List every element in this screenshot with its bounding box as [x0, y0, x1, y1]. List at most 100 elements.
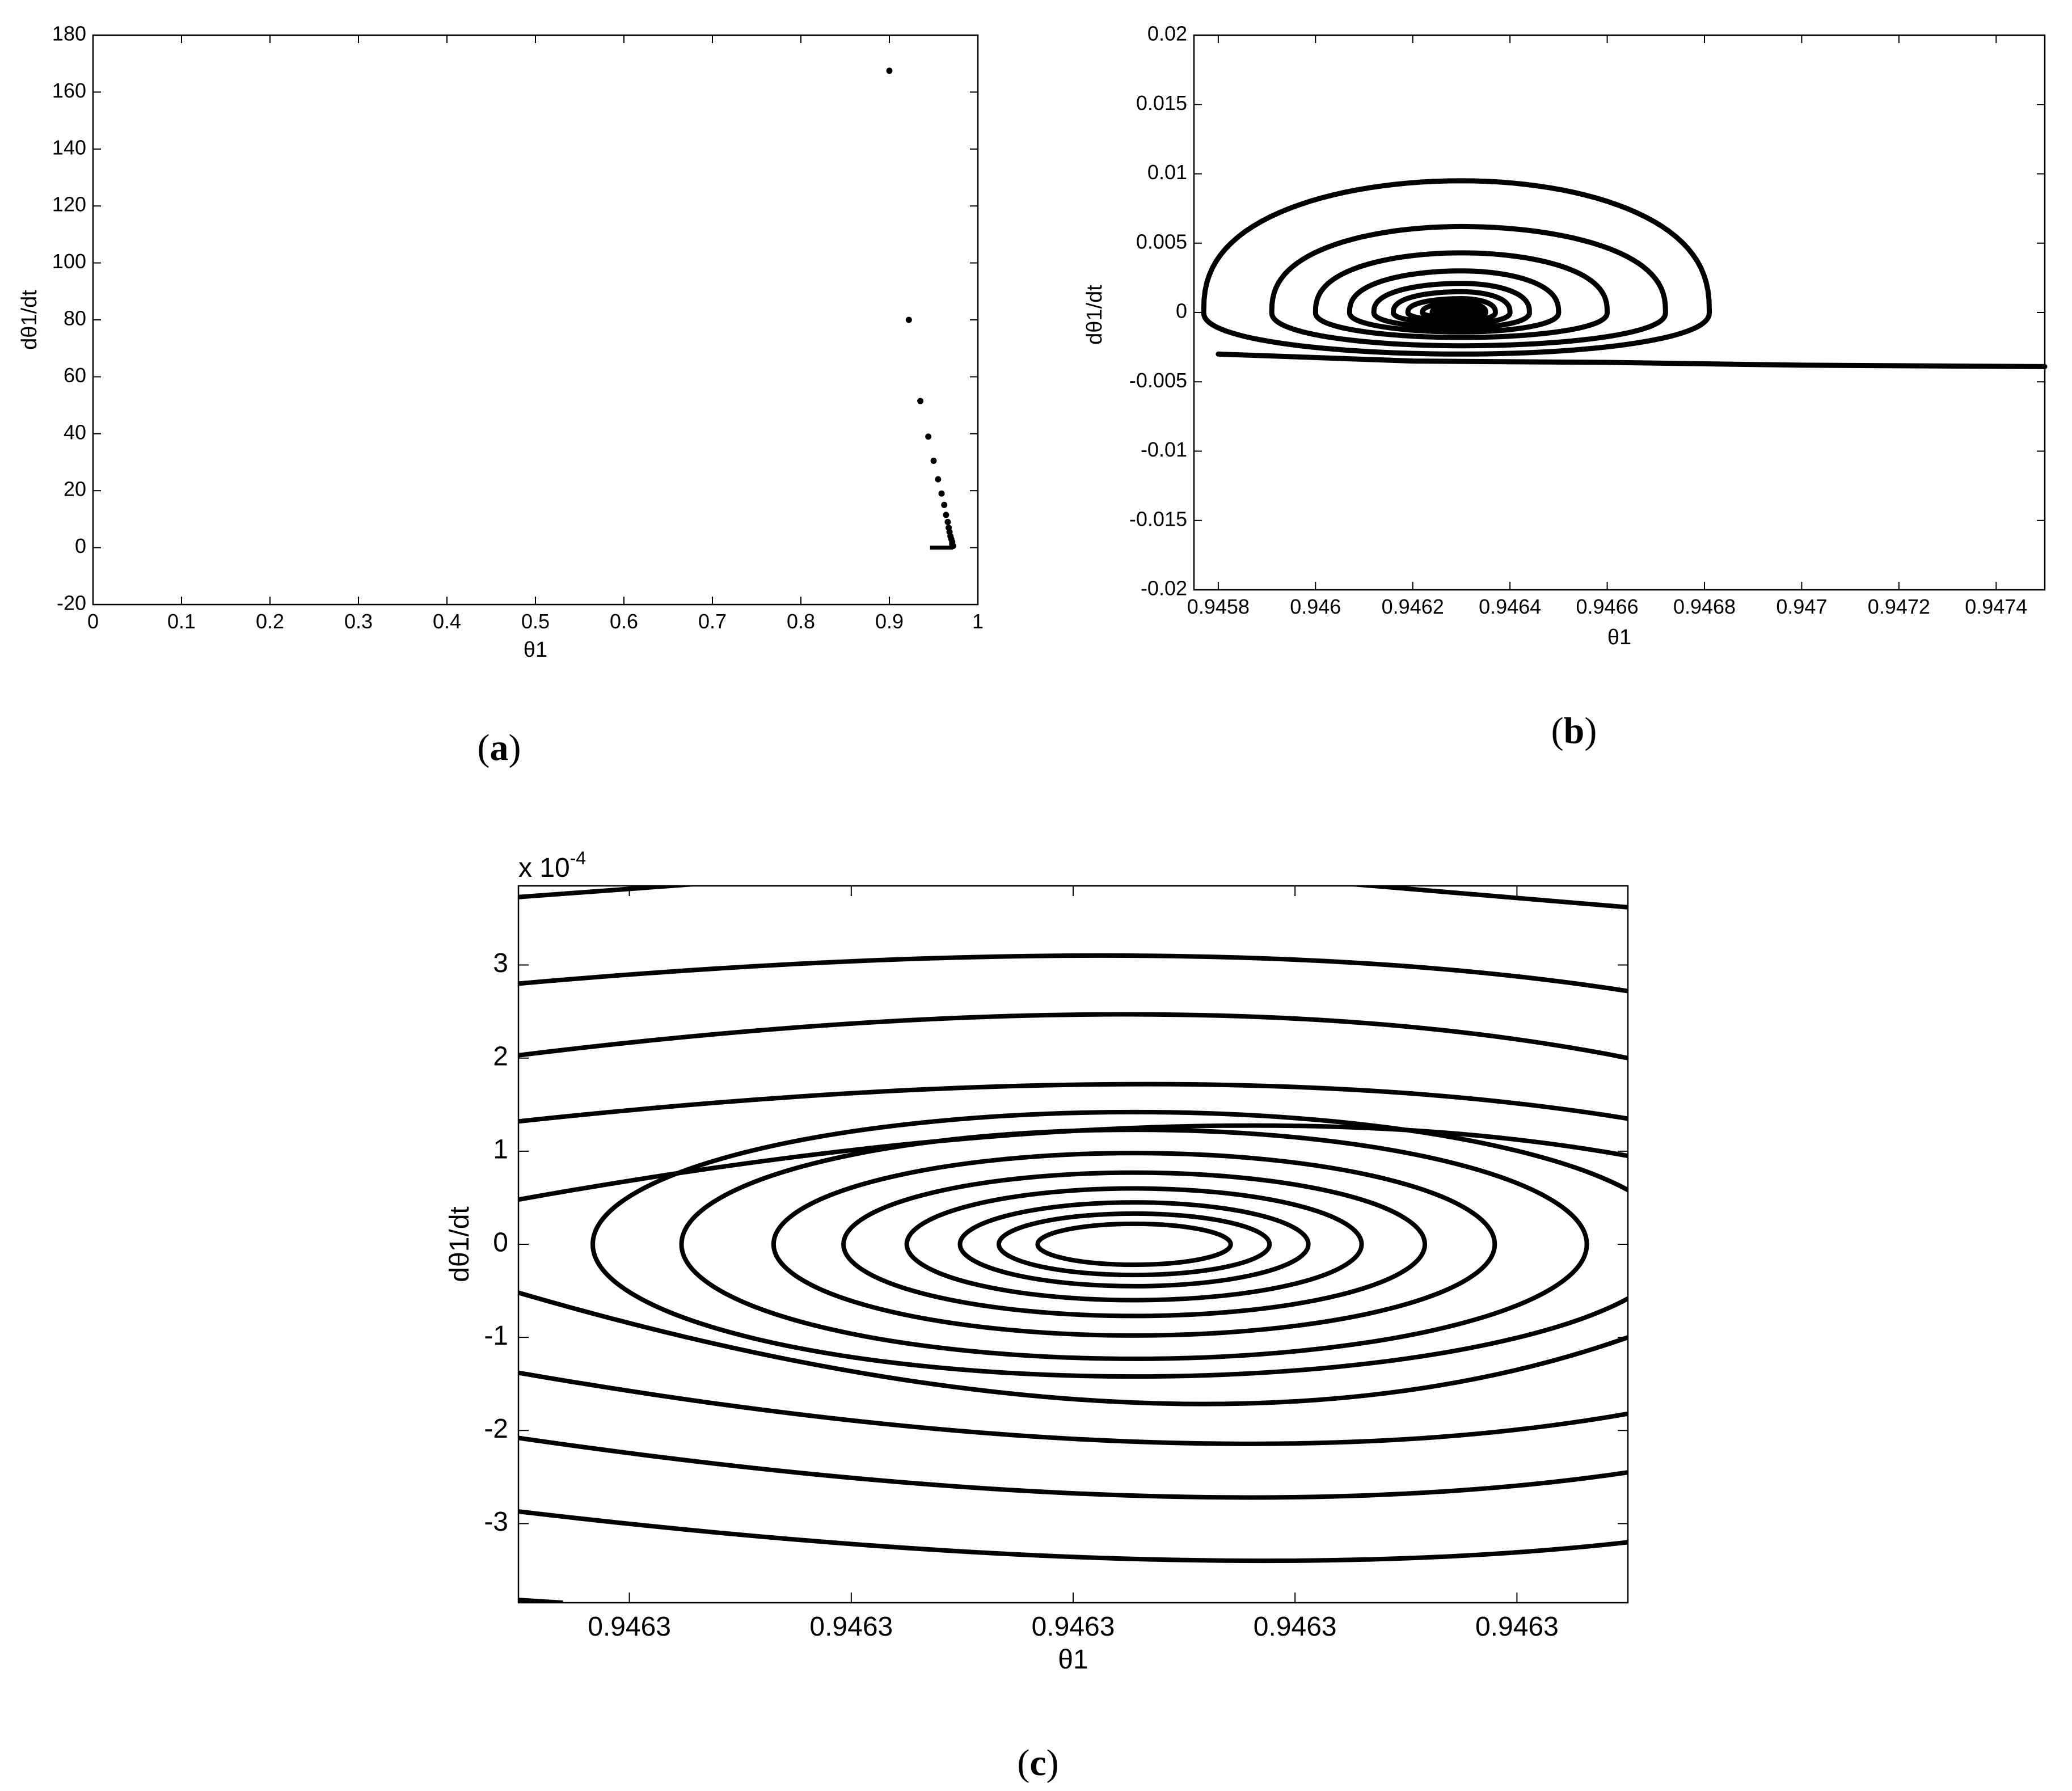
y-tick-label: 1: [493, 1135, 508, 1165]
y-axis-a: -20 0 20 40 60 80 100 120 140 160 180: [52, 22, 978, 615]
trajectory-loop: [1405, 295, 1498, 324]
data-point: [935, 476, 942, 483]
trajectory-loop: [1390, 289, 1513, 327]
x-axis-c: 0.9463 0.9463 0.9463 0.9463 0.9463: [588, 886, 1559, 1642]
trajectory-arc: [518, 1435, 1628, 1500]
x-axis-label-b: θ1: [1607, 626, 1631, 649]
data-point: [925, 433, 932, 440]
trajectory-ellipse: [841, 1170, 1428, 1319]
trajectory-loop: [1201, 178, 1712, 357]
trajectory-arc: [518, 1012, 1628, 1061]
data-point: [905, 316, 912, 323]
x-tick-label: 0.2: [256, 610, 284, 633]
y-tick-label: 120: [52, 193, 86, 216]
y-tick-label: -1: [484, 1321, 508, 1351]
trajectory-ellipse: [957, 1200, 1311, 1289]
trajectory-arc: [518, 1509, 1628, 1564]
x-tick-label: 0: [87, 610, 99, 633]
plot-frame-b: [1193, 34, 2046, 591]
chart-panel-a: 0 0.1 0.2 0.3 0.4 0.5 0.6 0.7 0.8 0.9 1 -200204060…: [18, 22, 984, 768]
trajectory-arc: [518, 1290, 1628, 1406]
panel-label-c: (c): [1017, 1742, 1058, 1784]
y-axis-label-c: dθ1/dt: [445, 1206, 475, 1282]
x-tick-label: 0.3: [344, 610, 373, 633]
y-tick-label: -20: [57, 592, 86, 615]
x-tick-label: 0.9474: [1965, 595, 2027, 618]
y-axis-label-b: dθ1/dt: [1083, 285, 1107, 345]
x-tick-label: 0.9463: [1032, 1612, 1115, 1642]
x-axis-label-c: θ1: [1058, 1645, 1088, 1675]
x-tick-label: 0.9: [875, 610, 904, 633]
y-tick-label: 140: [52, 136, 86, 159]
y-tick-label: 100: [52, 250, 86, 273]
trajectory-core: [1434, 305, 1488, 320]
data-point: [930, 457, 937, 464]
x-tick-label: 0.9464: [1479, 595, 1541, 618]
data-point: [944, 518, 951, 525]
trajectory-arc: [518, 953, 1628, 994]
chart-panel-c: 0.9463 0.9463 0.9463 0.9463 0.9463 -3 -2 -1 0 1 2…: [445, 848, 1629, 1784]
x-tick-label: 0.6: [610, 610, 638, 633]
data-point: [950, 543, 956, 550]
y-tick-label: -0.005: [1129, 369, 1187, 392]
x-tick-label: 0.9463: [1475, 1612, 1559, 1642]
trajectory-ellipse: [771, 1151, 1497, 1338]
panel-label-a: (a): [478, 727, 521, 768]
y-tick-label: 40: [64, 420, 86, 443]
trajectory-loop: [1347, 268, 1562, 335]
chart-panel-b: 0.9458 0.946 0.9462 0.9464 0.9466 0.9468 0.947…: [1083, 22, 2048, 751]
x-tick-label: 0.9458: [1187, 595, 1250, 618]
x-tick-label: 0.9463: [1254, 1612, 1337, 1642]
x-tick-label: 0.8: [787, 610, 815, 633]
y-tick-label: 0.015: [1136, 91, 1187, 115]
y-multiplier-c: x 10-4: [518, 848, 586, 883]
plot-frame-a: [92, 34, 979, 606]
x-tick-label: 0.947: [1776, 595, 1827, 618]
panel-letter: b: [1564, 710, 1585, 751]
y-tick-label: 160: [52, 79, 86, 102]
trajectory-ellipse: [904, 1186, 1364, 1303]
trajectory-ellipse: [590, 1109, 1628, 1379]
y-tick-label: 3: [493, 948, 508, 978]
trajectory-b: [1201, 178, 2048, 369]
trajectory-loop: [1371, 281, 1532, 331]
x-axis-label-a: θ1: [524, 638, 547, 662]
x-tick-label: 0.9466: [1576, 595, 1639, 618]
x-tick-label: 0.9463: [588, 1612, 671, 1642]
y-axis-b: -0.02 -0.015 -0.01 -0.005 0 0.005 0.01 0.015 0.0…: [1129, 22, 2045, 600]
y-tick-label: 2: [493, 1041, 508, 1071]
x-tick-label: 0.9472: [1868, 595, 1930, 618]
y-tick-label: -0.01: [1141, 438, 1187, 461]
y-tick-label: -2: [484, 1414, 508, 1444]
x-tick-label: 0.7: [698, 610, 727, 633]
y-tick-label: 0.01: [1147, 160, 1187, 184]
y-tick-label: 0: [1176, 299, 1187, 323]
trajectory-c: [518, 886, 1628, 1603]
trajectory-loop: [1313, 250, 1610, 340]
y-tick-label: -3: [484, 1507, 508, 1537]
x-tick-label: 0.5: [521, 610, 550, 633]
panel-letter: a: [490, 727, 509, 768]
trajectory-ellipse: [996, 1211, 1272, 1278]
data-point: [938, 490, 945, 497]
data-point: [886, 67, 893, 74]
x-tick-label: 0.946: [1290, 595, 1341, 618]
trajectory-arc: [518, 1082, 1628, 1124]
data-point: [941, 501, 948, 508]
x-axis-a: 0 0.1 0.2 0.3 0.4 0.5 0.6 0.7 0.8 0.9 1: [87, 35, 984, 633]
trajectory-fragment: [518, 886, 697, 899]
x-tick-label: 1: [972, 610, 984, 633]
x-tick-label: 0.4: [433, 610, 461, 633]
y-tick-label: 0: [75, 534, 86, 557]
trajectory-loop: [1269, 223, 1668, 349]
y-axis-label-a: dθ1/dt: [18, 290, 41, 350]
data-point: [917, 398, 924, 404]
y-tick-label: 80: [64, 307, 86, 330]
y-tick-label: 20: [64, 478, 86, 501]
x-axis-b: 0.9458 0.946 0.9462 0.9464 0.9466 0.9468 0.947…: [1187, 35, 2027, 618]
trajectory-fragment: [1350, 886, 1628, 910]
y-tick-label: 0.02: [1147, 22, 1187, 45]
trajectory-tail: [1216, 351, 2048, 369]
trajectory-ellipse: [679, 1127, 1589, 1361]
